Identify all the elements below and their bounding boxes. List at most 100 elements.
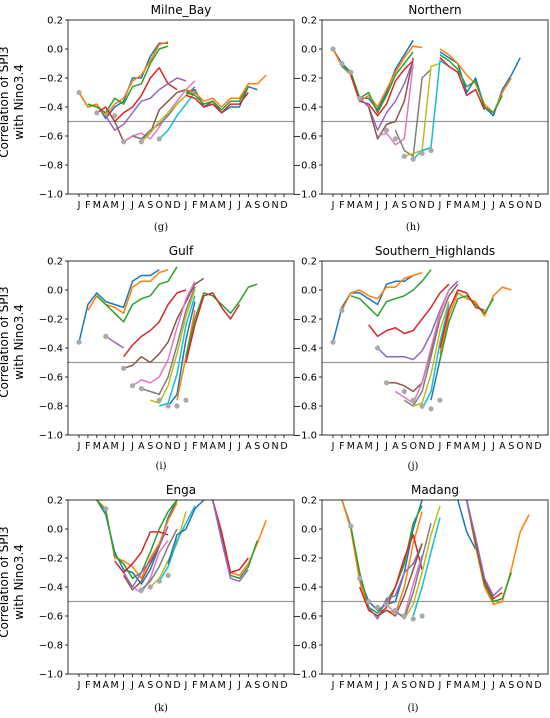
series-line-4 [123,289,187,358]
series-group [330,269,512,412]
x-tick-label: D [534,200,541,211]
x-tick-label: S [401,441,407,452]
x-tick-label: O [262,680,269,691]
start-marker-1 [330,339,336,345]
y-tick-label: −0.8 [39,641,63,652]
start-marker-5 [138,139,144,145]
x-tick-label: M [93,680,101,691]
y-tick-label: −0.8 [39,161,63,172]
chart-title: Northern [408,3,461,17]
x-tick-label: J [491,441,495,452]
x-tick-label: J [228,200,232,211]
start-marker-6 [156,136,162,142]
x-tick-label: O [409,200,416,211]
x-tick-label: M [200,200,208,211]
start-marker-3 [147,584,153,590]
x-tick-label: N [419,680,426,691]
series-line-10 [421,304,450,410]
series-line-8 [140,528,178,591]
x-tick-label: J [384,200,388,211]
y-tick-label: −0.4 [39,344,63,355]
x-tick-label: J [331,441,335,452]
x-tick-label: M [365,441,373,452]
y-tick-label: 0.0 [301,525,317,536]
x-tick-label: D [427,200,434,211]
x-tick-label: N [165,680,172,691]
x-tick-label: N [165,441,172,452]
start-marker-7 [419,403,425,409]
x-tick-label: F [192,441,197,452]
x-tick-label: J [228,680,232,691]
start-marker-6 [392,136,398,142]
start-marker-9 [183,397,189,403]
x-tick-label: J [121,441,125,452]
y-tick-label: 0.0 [47,45,63,56]
start-marker-2 [103,333,109,339]
x-tick-label: M [472,441,480,452]
x-tick-label: F [85,441,90,452]
x-tick-label: J [491,200,495,211]
series-line-3 [350,269,432,317]
x-tick-label: F [192,680,197,691]
series-line-11 [167,301,196,407]
x-tick-label: J [130,680,134,691]
y-tick-label: −0.2 [293,554,317,565]
series-line-12 [465,500,530,606]
x-tick-label: J [130,441,134,452]
y-tick-label: 0.2 [301,496,317,507]
x-tick-label: A [463,441,470,452]
panel-southern-highlands: Southern_Highlands 0.2 0.0 −0.2 −0.4 −0.6 −0.8… [293,244,549,452]
series-line-7 [377,63,414,146]
x-tick-label: S [147,680,153,691]
x-tick-label: J [184,680,188,691]
x-tick-label: J [237,441,241,452]
x-tick-label: N [272,200,279,211]
y-axis-label-row-3: Correlation of SPI3 with Nino3.4 [0,526,26,638]
x-tick-label: A [245,200,252,211]
x-tick-label: M [454,441,462,452]
x-tick-label: M [365,680,373,691]
x-tick-label: J [375,680,379,691]
caption-k: (k) [154,703,168,714]
series-line-2 [332,45,423,108]
x-tick-label: A [463,200,470,211]
x-tick-label: D [173,441,180,452]
series-line-9 [412,301,450,407]
series-line-2 [87,268,169,314]
start-marker-8 [410,616,416,622]
series-line-14 [211,500,249,574]
plot-frame [67,260,295,436]
x-tick-label: J [121,680,125,691]
start-marker-6 [156,397,162,403]
x-tick-label: N [272,680,279,691]
start-marker-7 [165,403,171,409]
x-tick-label: O [262,200,269,211]
series-line-12 [439,48,512,114]
x-tick-label: A [102,680,109,691]
start-marker-9 [419,150,425,156]
x-tick-label: F [446,680,451,691]
x-tick-label: M [472,200,480,211]
x-tick-label: S [508,200,514,211]
x-tick-label: J [77,680,81,691]
x-tick-label: F [85,200,90,211]
caption-g: (g) [153,222,169,233]
x-tick-label: M [454,680,462,691]
y-tick-label: −1.0 [39,431,63,442]
start-marker-8 [410,156,416,162]
x-tick-label: A [102,441,109,452]
x-tick-label: S [508,441,514,452]
start-marker-2 [339,60,345,67]
start-marker-1 [348,523,354,529]
chart-title: Gulf [169,244,194,258]
start-marker-8 [428,406,434,412]
series-line-13 [439,54,503,114]
series-line-7 [132,540,169,594]
x-tick-label: A [356,200,363,211]
series-group [96,500,267,594]
series-line-3 [341,51,414,114]
x-tick-label: O [409,441,416,452]
